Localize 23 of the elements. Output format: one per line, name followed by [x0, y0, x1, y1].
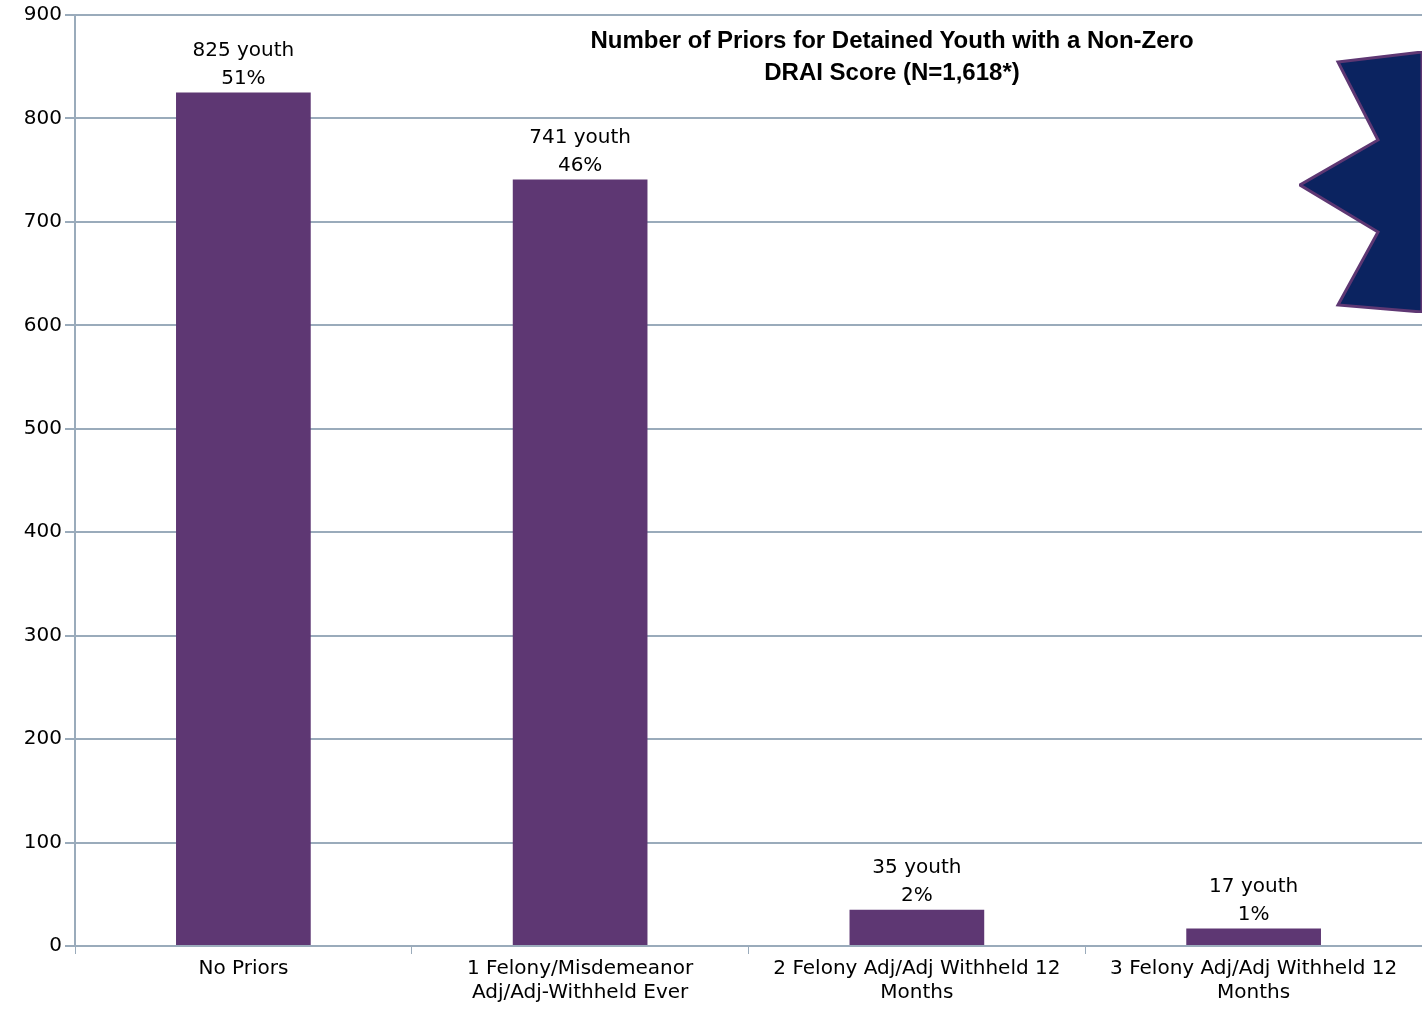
x-tick-label: No Priors: [198, 955, 289, 980]
data-label: 741 youth 46%: [529, 123, 632, 176]
y-tick-label: 400: [23, 518, 62, 543]
y-tick-label: 200: [23, 725, 62, 750]
bar: [849, 909, 985, 945]
bar: [512, 179, 648, 945]
y-tick-label: 500: [23, 414, 62, 439]
y-tick-label: 700: [23, 208, 62, 233]
y-tick-label: 600: [23, 311, 62, 336]
bar: [1186, 928, 1321, 945]
text: Number of Priors for Detained Youth with a Non-Zero DRAI Score (N=1,618*): [590, 25, 1194, 85]
data-label: 17 youth 1%: [1209, 872, 1299, 925]
x-tick-label: 3 Felony Adj/Adj Withheld 12 Months: [1110, 955, 1398, 1004]
y-tick-label: 900: [23, 1, 62, 26]
data-label: 35 youth 2%: [872, 854, 962, 906]
data-label: 825 youth 51%: [192, 36, 295, 89]
x-tick-label: 2 Felony Adj/Adj Withheld 12 Months: [773, 955, 1061, 1004]
bar: [176, 92, 311, 945]
x-tick-label: 1 Felony/Misdemeanor Adj/Adj-Withheld Ever: [467, 955, 695, 1004]
y-tick-label: 800: [23, 104, 62, 129]
y-tick-label: 300: [23, 621, 62, 646]
y-tick-label: 100: [23, 828, 62, 853]
y-tick-label: 0: [49, 932, 62, 957]
